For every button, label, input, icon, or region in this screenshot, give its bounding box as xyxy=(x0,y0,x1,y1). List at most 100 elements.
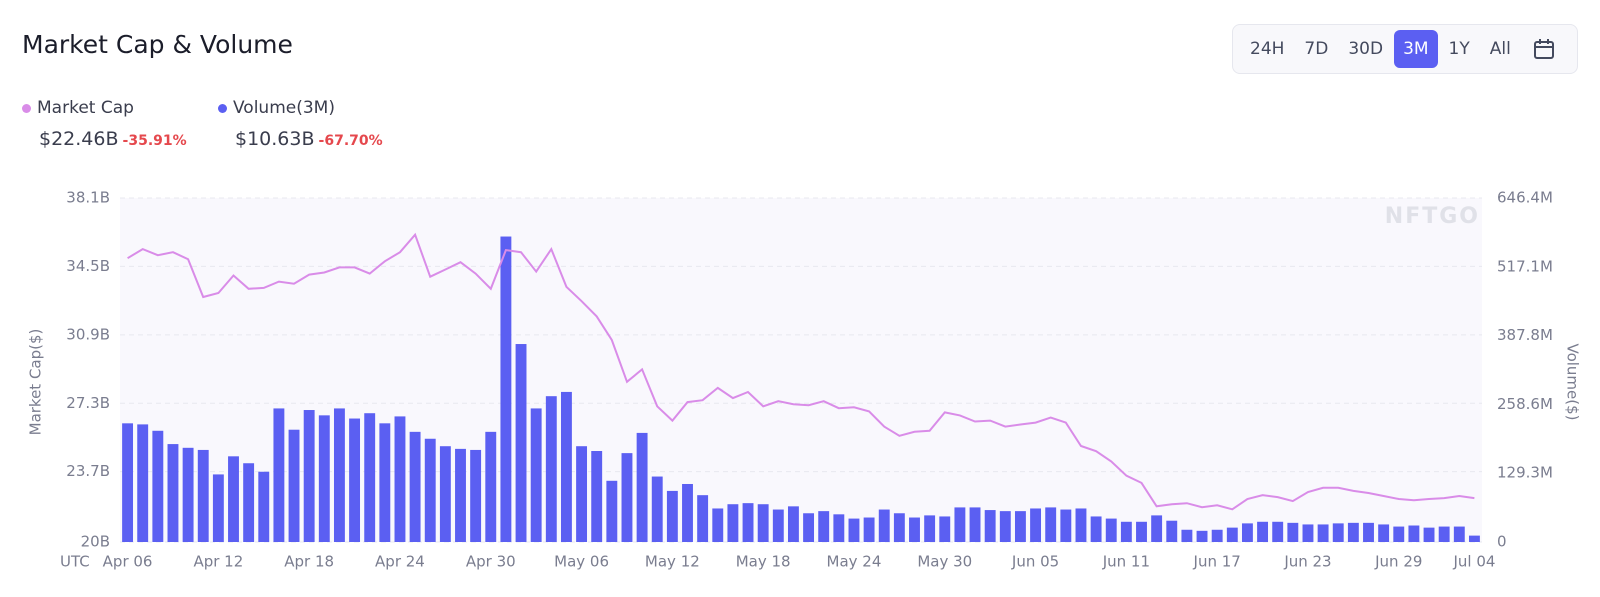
bar xyxy=(1378,524,1390,542)
x-tick-label: Apr 06 xyxy=(103,553,153,571)
legend-value: $10.63B -67.70% xyxy=(235,128,383,150)
range-button[interactable]: All xyxy=(1489,39,1511,59)
x-tick-label: May 24 xyxy=(827,553,882,571)
bar xyxy=(212,474,224,542)
bar xyxy=(848,518,860,542)
change-value: -35.91% xyxy=(122,133,187,149)
x-tick-label: Apr 24 xyxy=(375,553,425,571)
legend-label: Volume(3M) xyxy=(233,98,335,118)
plot-background xyxy=(120,198,1482,542)
bar xyxy=(1181,529,1193,542)
bar xyxy=(666,490,678,542)
bar xyxy=(470,449,482,542)
bar xyxy=(1090,516,1102,542)
bar xyxy=(394,416,406,542)
bar xyxy=(1075,508,1087,542)
bar xyxy=(1408,525,1420,542)
x-tick-label: Jun 17 xyxy=(1193,553,1241,571)
x-tick-label: Apr 12 xyxy=(193,553,243,571)
bar xyxy=(545,396,557,542)
bar xyxy=(863,517,875,542)
bar xyxy=(455,448,466,542)
latest-value: $10.63B xyxy=(235,128,315,150)
range-button[interactable]: 30D xyxy=(1348,39,1384,59)
chart-title: Market Cap & Volume xyxy=(22,30,293,59)
bar xyxy=(439,446,451,542)
calendar-icon[interactable] xyxy=(1532,37,1556,61)
bar xyxy=(1287,522,1299,542)
bar xyxy=(1151,515,1163,542)
bar xyxy=(1030,508,1042,542)
y2-axis-label: Volume($) xyxy=(1564,343,1582,420)
bar xyxy=(818,511,830,542)
legend-dot xyxy=(218,103,227,113)
bar xyxy=(318,415,330,542)
bar xyxy=(485,431,497,542)
watermark: NFTGO xyxy=(1385,204,1480,229)
bar xyxy=(1226,527,1238,542)
bar xyxy=(999,511,1011,542)
bar xyxy=(1453,526,1465,542)
bar xyxy=(878,509,890,542)
bar xyxy=(1105,518,1117,542)
range-button[interactable]: 7D xyxy=(1304,39,1329,59)
bar xyxy=(1060,509,1072,542)
bar xyxy=(258,471,270,542)
bar xyxy=(636,432,648,542)
bar xyxy=(833,514,845,542)
bar xyxy=(1347,522,1359,542)
bar xyxy=(924,515,936,542)
y2-tick-label: 258.6M xyxy=(1497,395,1553,413)
bar xyxy=(909,517,920,542)
range-button[interactable]: 1Y xyxy=(1448,39,1470,59)
y2-tick-label: 387.8M xyxy=(1497,326,1553,344)
bar xyxy=(621,453,633,542)
bar xyxy=(651,476,663,542)
bar xyxy=(152,430,164,542)
legend-name: Market Cap xyxy=(22,98,187,118)
bar xyxy=(303,410,315,542)
range-button[interactable]: 3M xyxy=(1394,30,1438,68)
x-tick-label: May 06 xyxy=(554,553,609,571)
bar xyxy=(893,513,905,542)
legend-item: Market Cap $22.46B -35.91% xyxy=(22,98,187,150)
latest-value: $22.46B xyxy=(39,128,119,150)
bar xyxy=(1363,522,1374,542)
bar xyxy=(424,438,436,542)
bar xyxy=(939,516,951,542)
bar xyxy=(137,424,149,542)
y-tick-label: 27.3B xyxy=(66,394,110,412)
bar xyxy=(591,450,603,542)
legend-dot xyxy=(22,103,31,113)
bar xyxy=(757,504,769,542)
bar xyxy=(1257,521,1269,542)
y-tick-label: 30.9B xyxy=(66,325,110,343)
bar xyxy=(379,423,391,542)
legend-label: Market Cap xyxy=(37,98,134,118)
bar xyxy=(1468,535,1480,542)
bar xyxy=(197,449,209,542)
x-tick-label: May 30 xyxy=(917,553,972,571)
bar xyxy=(954,507,966,542)
bar xyxy=(803,513,815,542)
bar xyxy=(1120,521,1132,542)
bar xyxy=(167,444,179,542)
range-button[interactable]: 24H xyxy=(1250,39,1285,59)
bar xyxy=(515,344,527,542)
y-tick-label: 23.7B xyxy=(66,462,110,480)
change-value: -67.70% xyxy=(318,133,383,149)
y2-tick-label: 129.3M xyxy=(1497,464,1553,482)
bar xyxy=(1211,529,1223,542)
bar xyxy=(288,429,300,542)
x-tick-label: Apr 30 xyxy=(466,553,516,571)
bar xyxy=(122,423,134,542)
bar xyxy=(1014,511,1026,542)
x-tick-label: Jun 11 xyxy=(1102,553,1150,571)
bar xyxy=(273,408,285,542)
bar xyxy=(969,507,981,542)
bar xyxy=(1045,507,1057,542)
bar xyxy=(1423,527,1435,542)
bar xyxy=(984,510,996,542)
bar xyxy=(1332,523,1344,542)
